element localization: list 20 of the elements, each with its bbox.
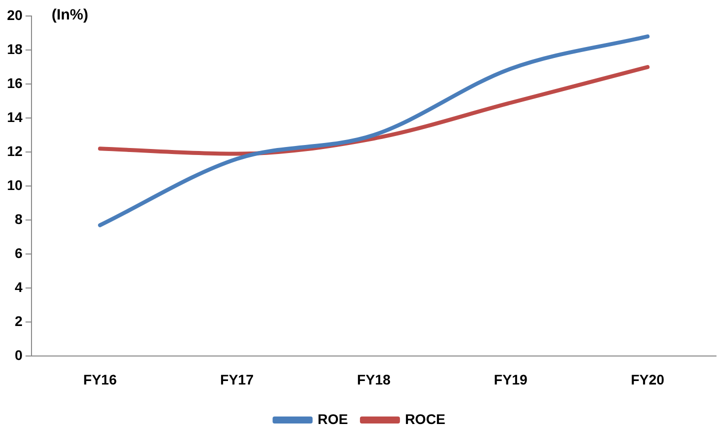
y-tick-label: 12 [6, 142, 23, 159]
x-tick-label: FY16 [83, 371, 117, 388]
y-tick-label: 20 [6, 6, 23, 23]
legend-label: ROE [318, 410, 348, 427]
y-tick-label: 14 [6, 108, 23, 125]
y-tick-label: 4 [14, 279, 23, 296]
y-tick-label: 6 [14, 245, 23, 261]
x-tick-label: FY17 [220, 371, 254, 388]
y-tick-label: 10 [6, 176, 23, 193]
y-tick-label: 8 [14, 210, 23, 227]
legend-label: ROCE [404, 410, 446, 427]
x-tick-label: FY18 [357, 371, 391, 388]
y-tick-label: 16 [6, 74, 23, 91]
line-series [98, 34, 650, 228]
x-tick-label: FY19 [494, 371, 528, 388]
y-tick-label: 2 [14, 313, 23, 330]
x-tick-label: FY20 [630, 371, 664, 388]
annotation: (In%) [52, 6, 88, 24]
y-tick-label: 18 [6, 40, 23, 57]
y-tick-label: 0 [14, 347, 23, 364]
